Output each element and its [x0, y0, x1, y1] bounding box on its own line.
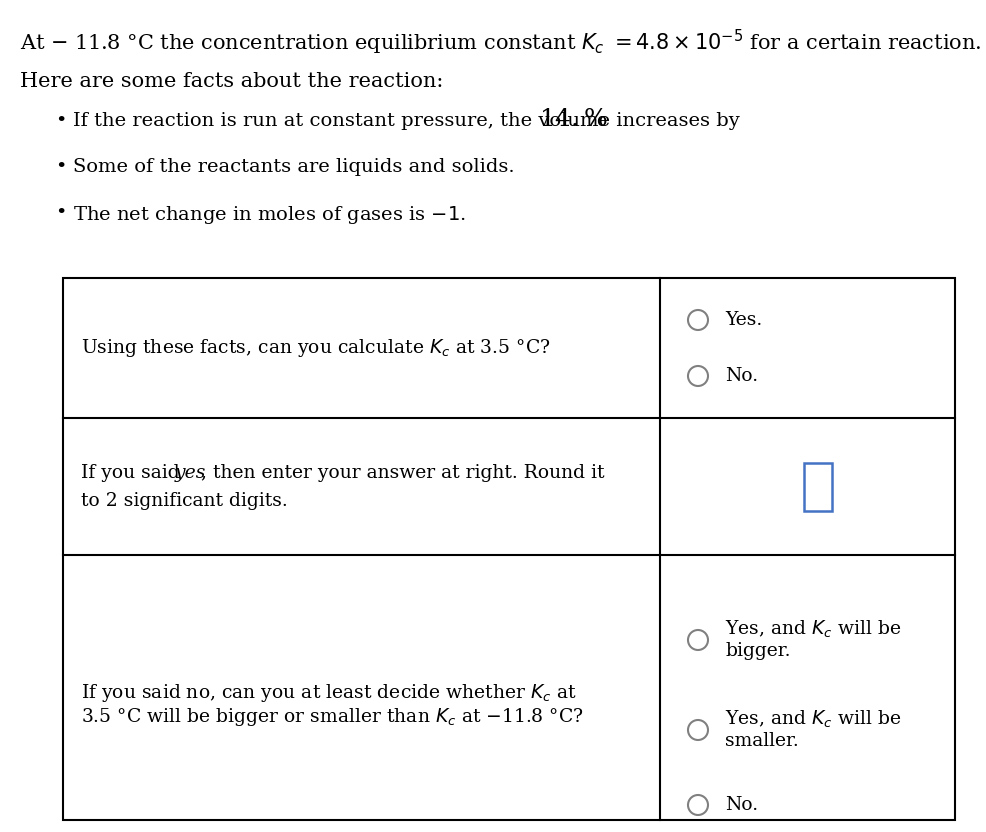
Bar — [63, 278, 955, 820]
Text: •: • — [55, 112, 66, 130]
Text: yes: yes — [175, 463, 206, 482]
Text: smaller.: smaller. — [725, 732, 799, 750]
Text: Some of the reactants are liquids and solids.: Some of the reactants are liquids and so… — [73, 158, 515, 176]
Bar — [804, 463, 831, 511]
Text: •: • — [55, 204, 66, 222]
Text: Yes, and $K_c$ will be: Yes, and $K_c$ will be — [725, 618, 901, 640]
Text: bigger.: bigger. — [725, 642, 791, 660]
Text: No.: No. — [725, 367, 758, 385]
Text: 3.5 °C will be bigger or smaller than $K_c$ at $-$11.8 °C?: 3.5 °C will be bigger or smaller than $K… — [81, 706, 584, 729]
Text: At $-$ 11.8 °C the concentration equilibrium constant $K_c$ $= 4.8 \times 10^{-5: At $-$ 11.8 °C the concentration equilib… — [20, 28, 981, 57]
Text: , then enter your answer at right. Round it: , then enter your answer at right. Round… — [201, 463, 604, 482]
Text: $\mathregular{14.\%}$: $\mathregular{14.\%}$ — [539, 108, 608, 131]
Text: If the reaction is run at constant pressure, the volume increases by: If the reaction is run at constant press… — [73, 112, 746, 130]
Text: •: • — [55, 158, 66, 176]
Text: Yes, and $K_c$ will be: Yes, and $K_c$ will be — [725, 708, 901, 730]
Text: The net change in moles of gases is $-1$.: The net change in moles of gases is $-1$… — [73, 204, 466, 226]
Text: Here are some facts about the reaction:: Here are some facts about the reaction: — [20, 72, 444, 91]
Text: Yes.: Yes. — [725, 311, 762, 329]
Text: If you said: If you said — [81, 463, 185, 482]
Text: to 2 significant digits.: to 2 significant digits. — [81, 492, 288, 509]
Text: No.: No. — [725, 796, 758, 814]
Text: Using these facts, can you calculate $K_c$ at 3.5 °C?: Using these facts, can you calculate $K_… — [81, 337, 550, 359]
Text: If you said no, can you at least decide whether $K_c$ at: If you said no, can you at least decide … — [81, 681, 577, 704]
